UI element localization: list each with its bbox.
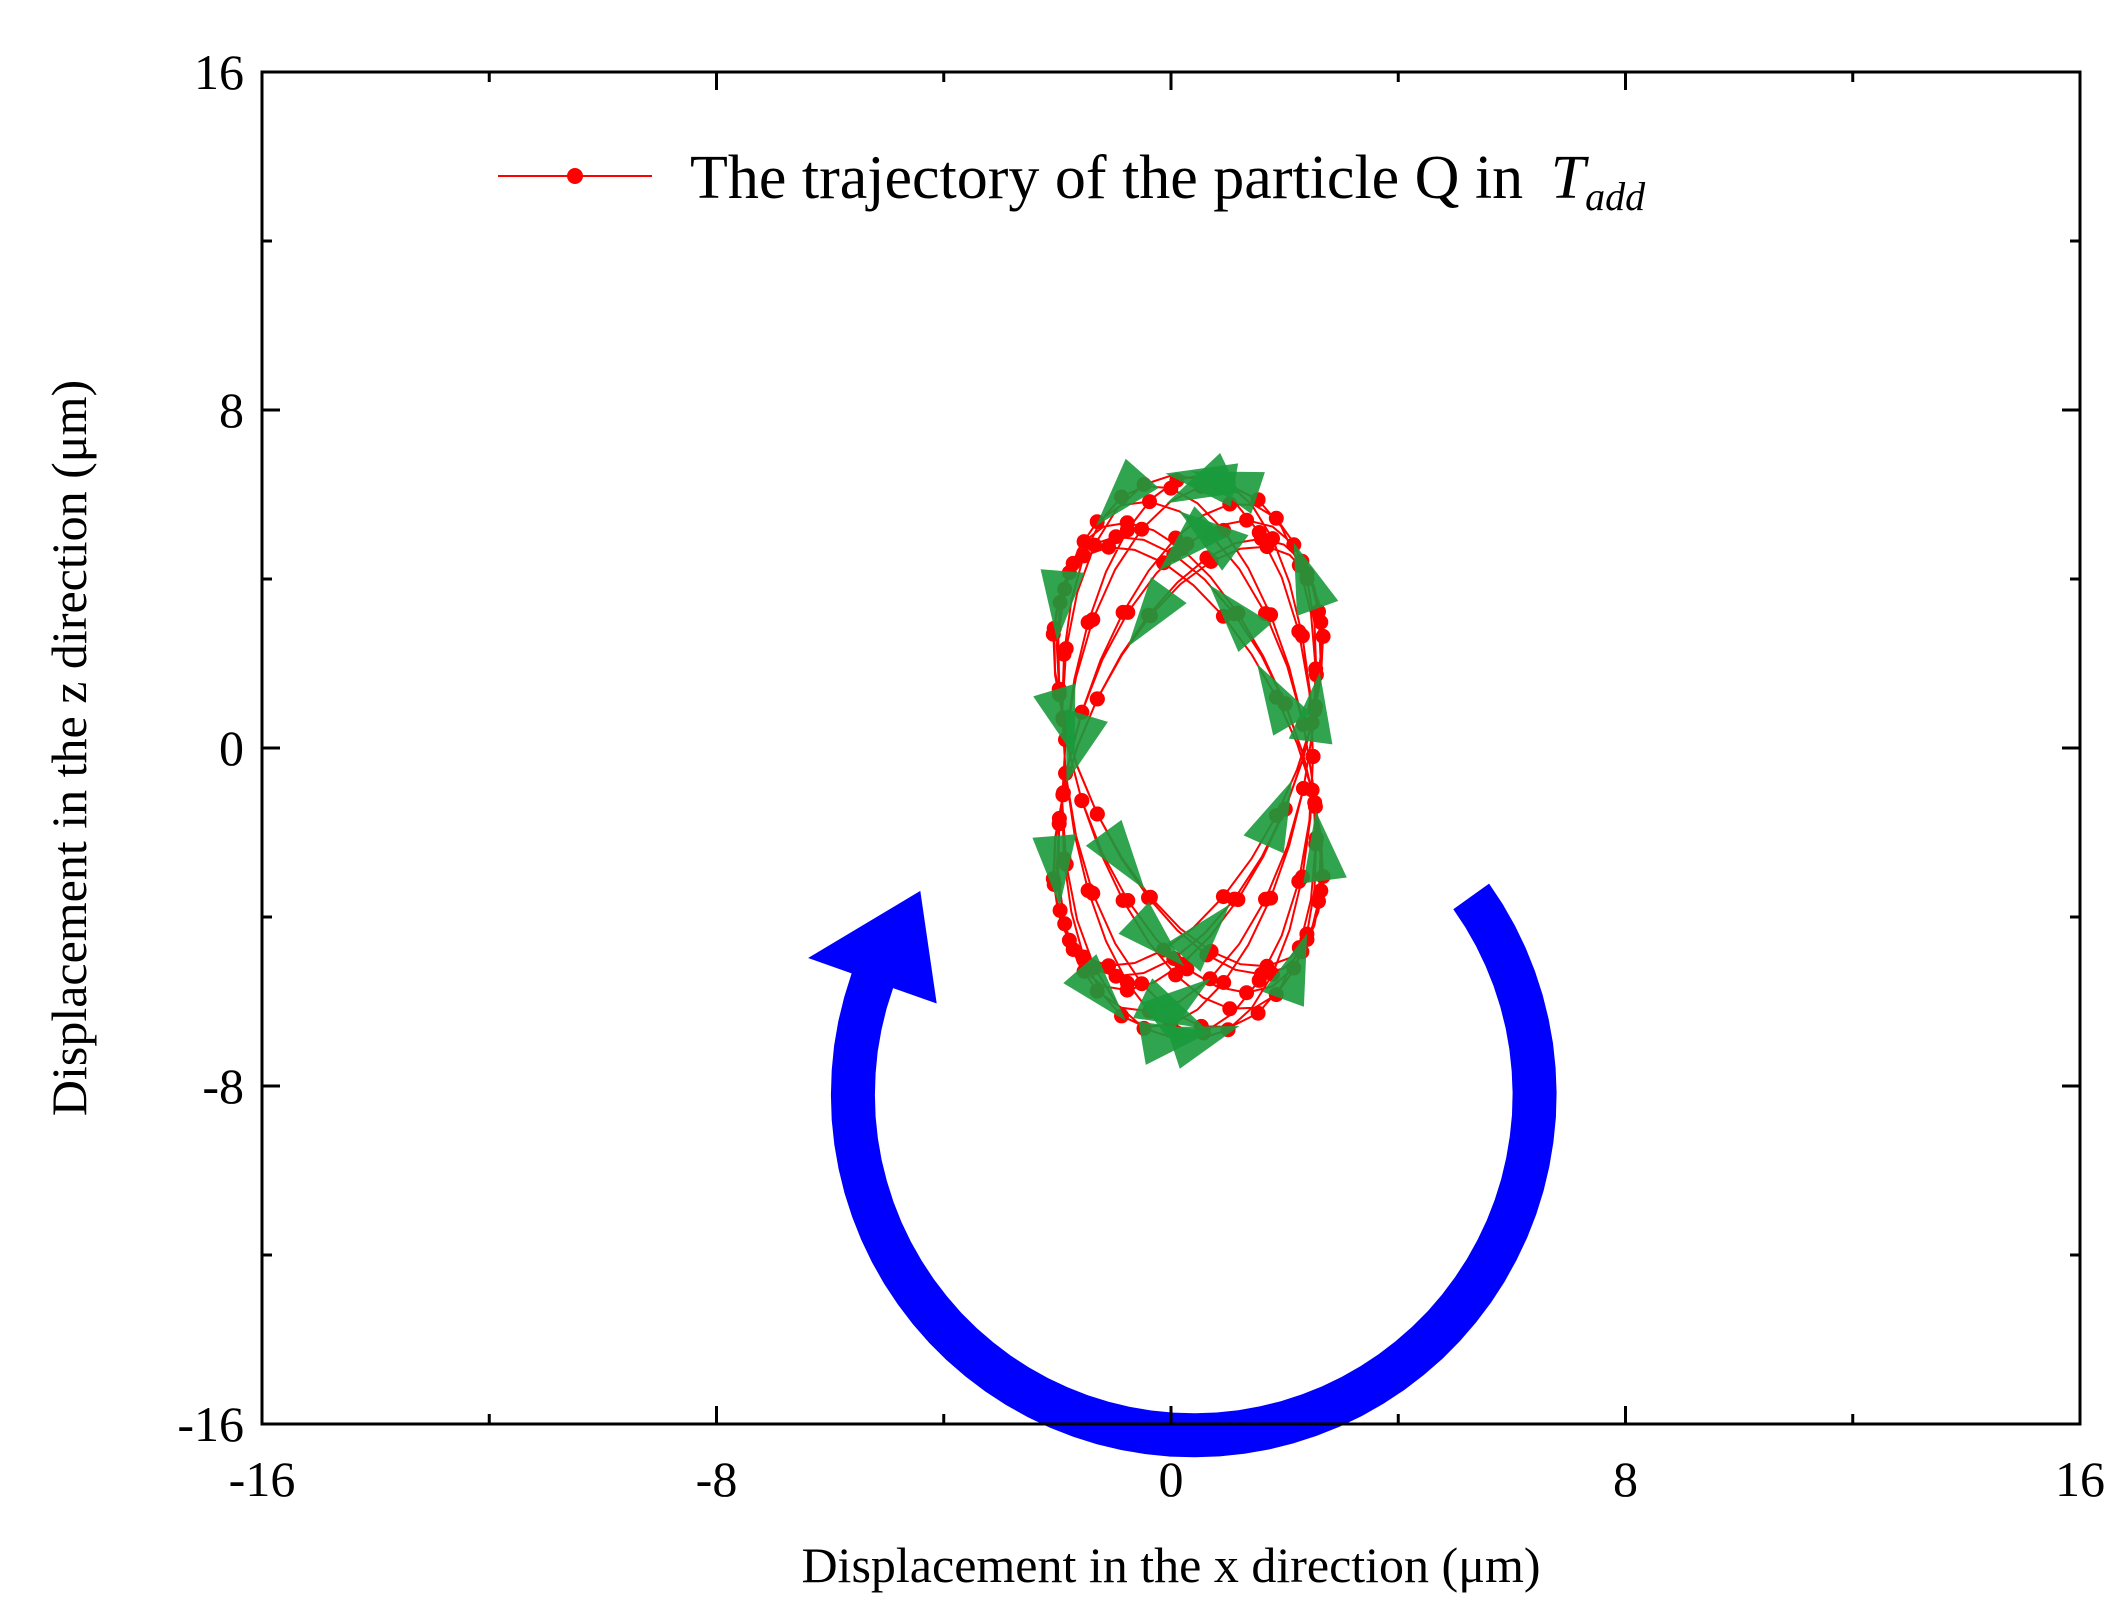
- direction-arrow: [1243, 780, 1293, 854]
- trajectory-point: [1250, 1005, 1266, 1021]
- direction-arrow: [1033, 683, 1076, 757]
- direction-arrow: [1303, 811, 1347, 884]
- trajectory-point: [1076, 949, 1092, 965]
- x-tick-label: 8: [1613, 1451, 1638, 1507]
- direction-arrow: [1166, 453, 1240, 504]
- trajectory-point: [1307, 795, 1323, 811]
- trajectory-point: [1089, 691, 1105, 707]
- direction-arrow: [1209, 584, 1272, 652]
- direction-arrow: [1257, 664, 1312, 736]
- trajectory-point: [1305, 749, 1321, 764]
- direction-arrow: [1040, 569, 1085, 641]
- direction-arrow: [1159, 506, 1225, 571]
- direction-arrow: [1262, 933, 1308, 1007]
- trajectory-point: [1051, 816, 1067, 832]
- trajectory-point: [1239, 985, 1255, 1001]
- direction-arrow: [1138, 1021, 1212, 1065]
- y-tick-label: -16: [177, 1396, 244, 1452]
- trajectory-point: [1134, 976, 1150, 992]
- trajectory-point: [1085, 612, 1101, 628]
- trajectory-point: [1315, 628, 1331, 644]
- legend-label-text: The trajectory of the particle Q in: [690, 144, 1539, 212]
- trajectory-point: [1296, 781, 1311, 796]
- legend-label-math: T: [1551, 144, 1590, 212]
- axes-layer: -16 -8 0 8 16 -16 -8 0 8 16 Displacement in the x …: [41, 44, 2105, 1593]
- trajectory-point: [1089, 806, 1105, 822]
- trajectory-point: [1119, 982, 1135, 998]
- trajectory-point: [1291, 873, 1307, 889]
- direction-arrow: [1063, 954, 1127, 1022]
- trajectory-point: [1108, 529, 1124, 545]
- trajectory-point: [1074, 793, 1090, 809]
- trajectory-point: [1226, 891, 1242, 907]
- x-axis-title: Displacement in the x direction (μm): [801, 1537, 1540, 1593]
- legend-marker: [567, 168, 583, 184]
- plot-frame: [260, 70, 2082, 1426]
- trajectory-point: [1076, 548, 1092, 564]
- direction-arrow: [1141, 978, 1211, 1038]
- x-tick-label: -8: [696, 1451, 738, 1507]
- x-tick-label: -16: [229, 1451, 296, 1507]
- direction-arrow: [1118, 902, 1185, 967]
- y-tick-label: 16: [194, 44, 244, 100]
- direction-arrow: [1167, 904, 1230, 972]
- x-tick-label: 0: [1159, 1451, 1184, 1507]
- trajectory-point: [1120, 604, 1136, 620]
- trajectory-point: [1251, 972, 1267, 988]
- direction-arrow: [1032, 834, 1077, 906]
- trajectory-point: [1216, 975, 1232, 990]
- direction-arrow: [1127, 577, 1187, 647]
- trajectory-point: [1294, 628, 1310, 644]
- trajectory-point: [1268, 510, 1284, 526]
- trajectory-point: [1308, 661, 1324, 677]
- y-tick-label: 0: [219, 720, 244, 776]
- trajectory-point: [1108, 968, 1124, 984]
- legend-label: The trajectory of the particle Q in Tadd: [690, 144, 1646, 219]
- trajectory-point: [1119, 522, 1135, 538]
- trajectory-point: [1065, 942, 1081, 957]
- rotation-arrow: [808, 883, 1557, 1458]
- trajectory-point: [1239, 512, 1255, 528]
- direction-arrow: [1288, 672, 1333, 745]
- legend: The trajectory of the particle Q in Tadd: [498, 144, 1646, 219]
- y-tick-label: 8: [219, 382, 244, 438]
- y-axis-title: Displacement in the z direction (μm): [41, 380, 97, 1116]
- trajectory-point: [1313, 883, 1329, 899]
- trajectory-point: [1263, 607, 1279, 623]
- y-tick-label: -8: [202, 1058, 244, 1114]
- trajectory-point: [1055, 787, 1071, 803]
- trajectory-point: [1056, 646, 1072, 662]
- trajectory-point: [1057, 916, 1073, 932]
- x-tick-label: 16: [2055, 1451, 2105, 1507]
- trajectory-point: [1052, 902, 1068, 918]
- trajectory-point: [1101, 539, 1117, 555]
- direction-arrow: [1085, 819, 1145, 890]
- trajectory-point: [1115, 893, 1131, 908]
- trajectory-point: [1258, 891, 1273, 907]
- trajectory-point: [1076, 534, 1092, 550]
- direction-arrow: [1096, 458, 1159, 526]
- legend-label-subscript: add: [1585, 174, 1646, 219]
- trajectory-point: [1141, 890, 1156, 906]
- direction-arrow: [1065, 709, 1108, 783]
- trajectory-point: [1222, 1001, 1238, 1017]
- direction-arrow: [1293, 542, 1339, 616]
- trajectory-point: [1101, 958, 1117, 974]
- trajectory-point: [1134, 521, 1150, 537]
- direction-arrows-layer: [1032, 453, 1347, 1069]
- trajectory-point: [1259, 539, 1275, 555]
- trajectory-point: [1080, 883, 1096, 898]
- rotation-arrow-layer: [808, 883, 1557, 1458]
- trajectory-point: [1142, 494, 1157, 510]
